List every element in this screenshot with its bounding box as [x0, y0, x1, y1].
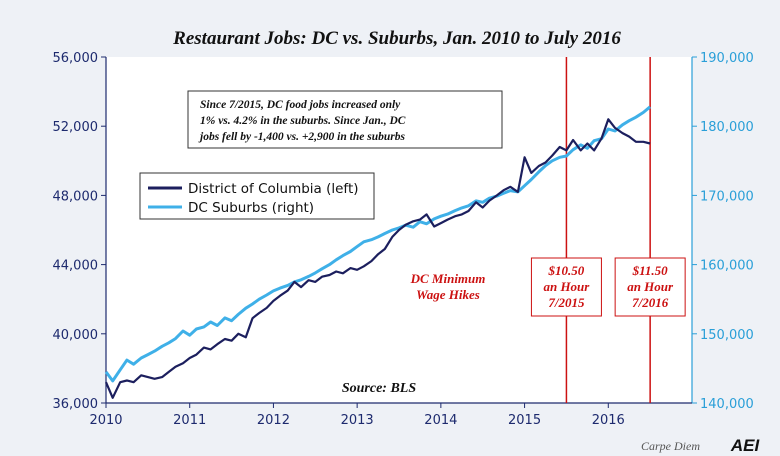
wage-hike-label-box — [614, 257, 686, 317]
source-note: Source: BLS — [342, 381, 417, 396]
annotation-box — [187, 90, 503, 149]
right-tick-label: 150,000 — [700, 328, 754, 343]
left-tick-label: 44,000 — [53, 259, 99, 274]
x-tick-label: 2010 — [89, 413, 122, 428]
wage-hike-label-box — [530, 257, 602, 317]
chart-title: Restaurant Jobs: DC vs. Suburbs, Jan. 20… — [172, 28, 621, 49]
right-tick-label: 140,000 — [700, 397, 754, 412]
left-tick-label: 52,000 — [53, 120, 99, 135]
left-tick-label: 36,000 — [53, 397, 99, 412]
wage-hike-label-text: 7/2015 — [548, 295, 585, 310]
annotation-line-1: Since 7/2015, DC food jobs increased onl… — [200, 99, 401, 111]
series-lines — [104, 105, 652, 399]
wage-hike-label-text: $11.50 — [632, 263, 669, 278]
right-axis: 140,000 150,000 160,000 170,000 180,000 190,0… — [691, 51, 754, 412]
right-tick-label: 170,000 — [700, 189, 754, 204]
series-suburbs-line — [104, 105, 652, 383]
left-tick-label: 56,000 — [53, 51, 99, 66]
x-tick-label: 2013 — [341, 413, 374, 428]
wage-hike-label-text: an Hour — [543, 279, 590, 294]
x-tick-label: 2015 — [508, 413, 541, 428]
hike-label-line-1: DC Minimum — [410, 271, 486, 286]
aei-logo: AEI — [730, 436, 761, 455]
hike-label-line-2: Wage Hikes — [416, 287, 480, 302]
legend-label-dc: District of Columbia (left) — [188, 181, 359, 197]
right-tick-label: 160,000 — [700, 259, 754, 274]
right-tick-label: 190,000 — [700, 51, 754, 66]
wage-hike-label-text: 7/2016 — [632, 295, 669, 310]
wage-hike-label-text: $10.50 — [548, 263, 585, 278]
credit-text: Carpe Diem — [641, 439, 700, 453]
left-axis: 36,000 40,000 44,000 48,000 52,000 56,000 — [53, 51, 107, 412]
right-tick-label: 180,000 — [700, 120, 754, 135]
series-dc-line — [104, 118, 651, 399]
wage-hike-lines — [565, 57, 651, 403]
x-tick-label: 2014 — [424, 413, 457, 428]
legend-box — [139, 172, 375, 220]
left-tick-label: 48,000 — [53, 189, 99, 204]
annotation-line-2: 1% vs. 4.2% in the suburbs. Since Jan., … — [200, 115, 406, 127]
legend-label-suburbs: DC Suburbs (right) — [188, 200, 314, 216]
x-tick-label: 2011 — [173, 413, 206, 428]
left-tick-label: 40,000 — [53, 328, 99, 343]
annotation-line-3: jobs fell by -1,400 vs. +2,900 in the su… — [198, 131, 405, 143]
x-tick-label: 2012 — [257, 413, 290, 428]
wage-hike-label-text: an Hour — [627, 279, 674, 294]
x-axis: 2010 2011 2012 2013 2014 2015 2016 — [89, 402, 692, 428]
x-tick-label: 2016 — [592, 413, 625, 428]
